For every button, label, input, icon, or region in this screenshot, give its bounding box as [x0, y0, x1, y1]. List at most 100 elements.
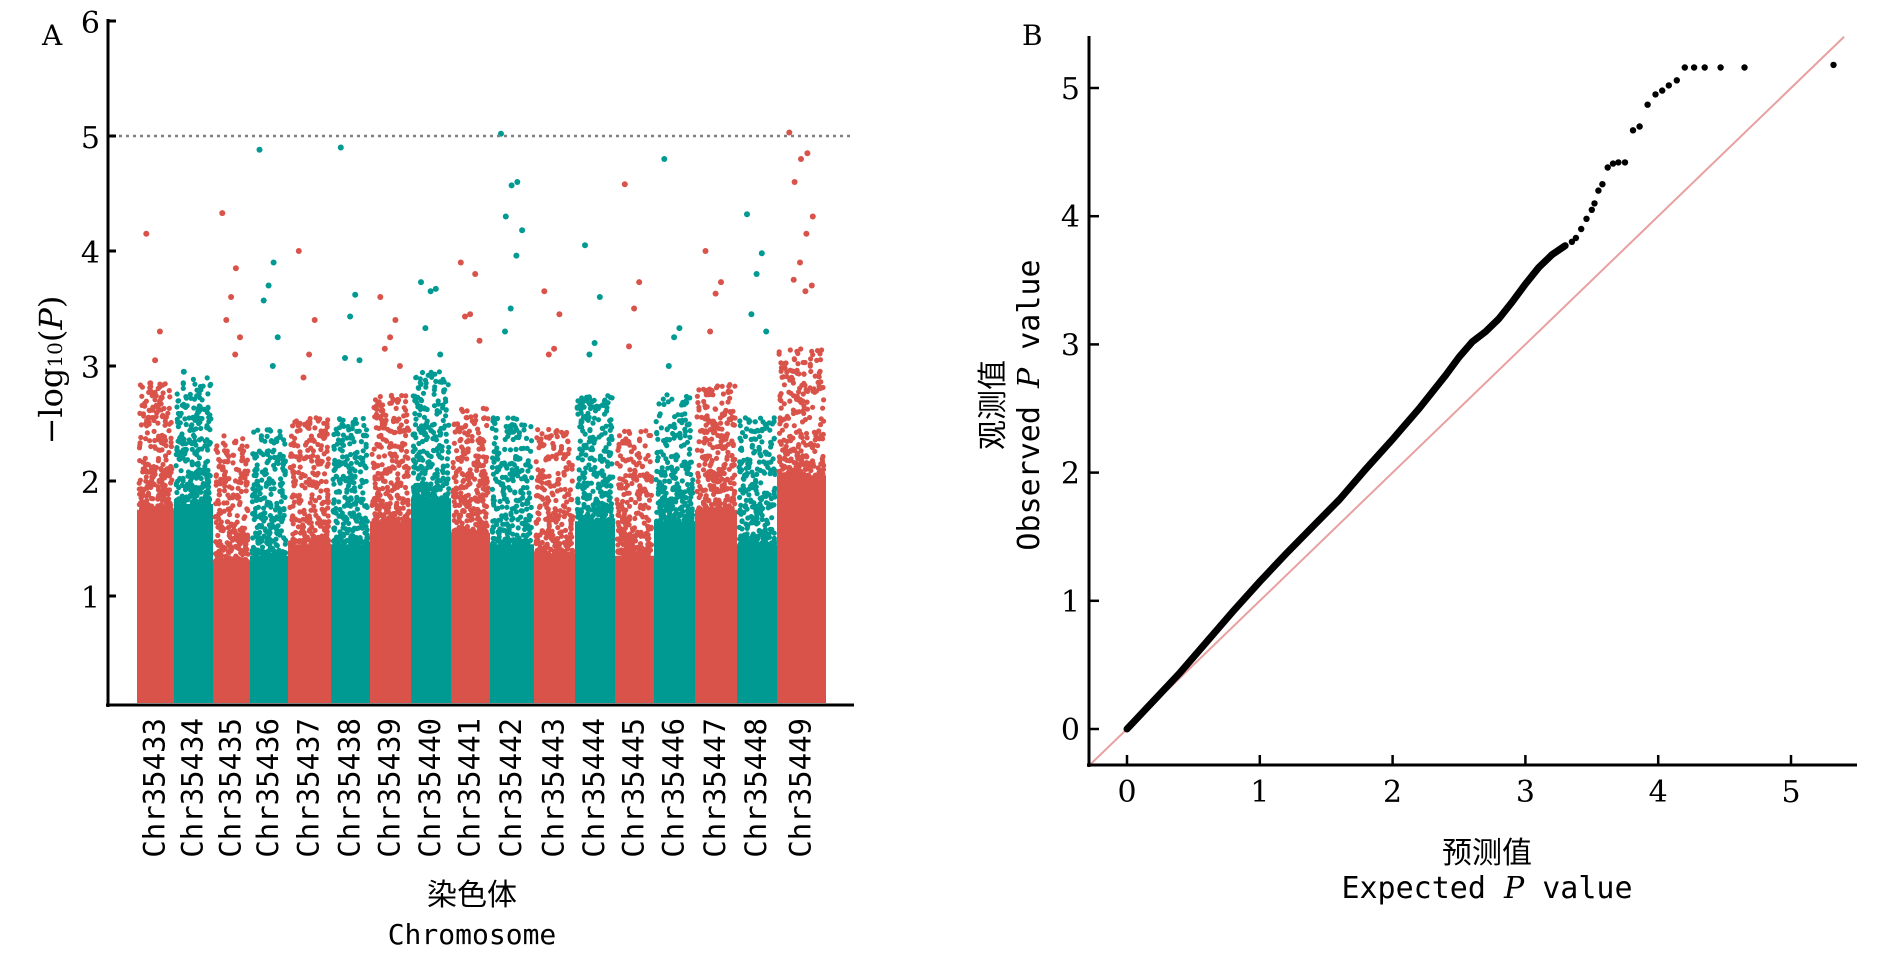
- snp-point: [687, 459, 693, 465]
- snp-point: [753, 484, 759, 490]
- snp-point: [221, 508, 227, 514]
- snp-point: [614, 497, 620, 503]
- snp-point: [193, 426, 199, 432]
- snp-point: [708, 486, 714, 492]
- snp-point: [312, 527, 318, 534]
- snp-point: [297, 453, 303, 459]
- snp-point: [342, 539, 348, 545]
- snp-point: [451, 512, 457, 519]
- snp-point: [529, 475, 535, 481]
- snp-point: [379, 498, 385, 504]
- snp-point: [782, 361, 789, 367]
- snp-point: [739, 430, 746, 436]
- snp-point: [687, 428, 693, 434]
- snp-point: [796, 409, 802, 415]
- snp-point: [817, 435, 823, 441]
- snp-point: [637, 541, 644, 547]
- snp-point: [167, 394, 173, 400]
- snp-point: [787, 398, 793, 404]
- snp-point: [576, 476, 582, 482]
- peak-point: [427, 288, 434, 295]
- snp-point: [265, 529, 271, 535]
- snp-point: [540, 468, 546, 474]
- snp-point: [568, 526, 574, 532]
- snp-point: [305, 419, 311, 425]
- snp-point: [309, 492, 315, 498]
- snp-point: [781, 382, 788, 388]
- snp-point: [816, 471, 823, 478]
- snp-point: [233, 440, 239, 446]
- snp-point: [468, 517, 474, 523]
- snp-point: [290, 469, 296, 476]
- snp-point: [405, 502, 411, 508]
- snp-point: [168, 435, 174, 441]
- snp-point: [347, 503, 354, 509]
- snp-point: [352, 455, 358, 461]
- snp-point: [602, 502, 608, 508]
- snp-point: [510, 531, 516, 537]
- snp-point: [272, 507, 279, 513]
- snp-point: [262, 515, 269, 521]
- snp-point: [605, 393, 611, 399]
- snp-point: [215, 550, 221, 556]
- snp-point: [455, 468, 461, 474]
- snp-point: [151, 428, 157, 434]
- snp-point: [139, 384, 145, 390]
- snp-point: [345, 463, 352, 469]
- snp-point: [601, 492, 607, 498]
- snp-point: [184, 457, 191, 463]
- peak-point: [381, 345, 388, 352]
- peak-point: [418, 279, 424, 286]
- snp-point: [804, 406, 811, 412]
- peak-point: [591, 340, 598, 346]
- snp-point: [679, 402, 685, 408]
- snp-point: [257, 491, 263, 497]
- snp-point: [759, 494, 765, 501]
- snp-point: [744, 531, 750, 537]
- snp-point: [141, 459, 147, 465]
- peak-point: [671, 334, 678, 341]
- snp-point: [311, 464, 317, 471]
- x-tick-label: Chr35433: [138, 718, 172, 858]
- snp-point: [184, 403, 190, 409]
- x-tick-label: Chr35435: [214, 718, 248, 858]
- chromosome-band: [137, 509, 174, 703]
- snp-point: [721, 501, 728, 507]
- snp-point: [596, 434, 602, 440]
- snp-point: [340, 417, 346, 423]
- snp-point: [637, 552, 643, 558]
- snp-point: [766, 492, 772, 498]
- snp-point: [521, 427, 527, 433]
- snp-point: [658, 516, 664, 522]
- snp-point: [225, 458, 231, 464]
- snp-point: [513, 453, 519, 460]
- snp-point: [441, 387, 447, 393]
- snp-point: [643, 428, 649, 434]
- snp-point: [590, 434, 596, 440]
- snp-point: [222, 442, 228, 448]
- peak-point: [462, 313, 468, 320]
- snp-point: [618, 535, 624, 541]
- snp-point: [759, 439, 765, 445]
- snp-point: [490, 529, 496, 535]
- snp-point: [207, 382, 213, 389]
- snp-point: [743, 465, 750, 471]
- snp-point: [637, 483, 643, 489]
- snp-point: [348, 472, 354, 478]
- snp-point: [333, 489, 339, 495]
- y-axis-label-en: Observed P value: [1012, 259, 1047, 550]
- snp-point: [609, 513, 615, 519]
- snp-point: [795, 361, 801, 367]
- snp-point: [243, 482, 249, 488]
- snp-point: [290, 531, 296, 537]
- snp-point: [182, 416, 188, 422]
- snp-point: [411, 464, 417, 470]
- snp-point: [663, 501, 669, 507]
- snp-point: [439, 448, 445, 454]
- snp-point: [469, 433, 475, 440]
- snp-point: [291, 499, 297, 505]
- snp-point: [216, 492, 223, 498]
- snp-point: [264, 460, 270, 466]
- snp-point: [393, 458, 400, 465]
- snp-point: [148, 469, 154, 475]
